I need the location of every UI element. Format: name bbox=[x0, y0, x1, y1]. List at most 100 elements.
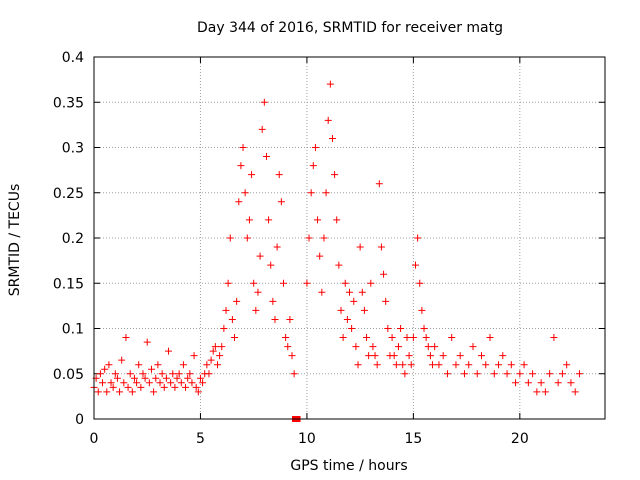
data-point bbox=[128, 388, 136, 396]
data-point bbox=[358, 288, 366, 296]
y-tick-label: 0.25 bbox=[53, 186, 84, 202]
data-point bbox=[305, 234, 313, 242]
data-point bbox=[288, 352, 296, 360]
y-tick-label: 0 bbox=[75, 412, 84, 428]
data-point bbox=[133, 379, 141, 387]
data-point bbox=[165, 347, 173, 355]
data-point bbox=[416, 279, 424, 287]
data-point bbox=[203, 361, 211, 369]
data-point bbox=[139, 370, 147, 378]
data-point bbox=[241, 189, 249, 197]
data-point bbox=[322, 189, 330, 197]
data-point bbox=[414, 234, 422, 242]
data-point bbox=[209, 347, 217, 355]
y-tick-label: 0.3 bbox=[62, 141, 84, 157]
data-point bbox=[116, 388, 124, 396]
data-point bbox=[337, 306, 345, 314]
data-point bbox=[188, 379, 196, 387]
data-point bbox=[152, 374, 160, 382]
data-point bbox=[456, 352, 464, 360]
data-point bbox=[194, 388, 202, 396]
y-tick-label: 0.35 bbox=[53, 95, 84, 111]
y-tick-label: 0.1 bbox=[62, 322, 84, 338]
data-point bbox=[412, 261, 420, 269]
data-point bbox=[311, 144, 319, 151]
data-point bbox=[222, 306, 230, 314]
data-point bbox=[331, 171, 339, 179]
data-point bbox=[490, 370, 498, 378]
data-point bbox=[107, 379, 115, 387]
data-point bbox=[130, 374, 138, 382]
data-point bbox=[126, 370, 134, 378]
grid-lines bbox=[94, 57, 605, 419]
data-point bbox=[218, 343, 226, 351]
data-point bbox=[460, 370, 468, 378]
data-point bbox=[405, 352, 413, 360]
data-point bbox=[267, 261, 275, 269]
data-point bbox=[503, 370, 511, 378]
data-point bbox=[339, 334, 347, 342]
data-point bbox=[233, 297, 241, 305]
data-point bbox=[363, 334, 371, 342]
data-point bbox=[431, 343, 439, 351]
data-point bbox=[245, 216, 253, 224]
data-point bbox=[422, 334, 430, 342]
data-point bbox=[248, 171, 256, 179]
data-point bbox=[316, 252, 324, 260]
data-point bbox=[401, 370, 409, 378]
data-point bbox=[369, 343, 377, 351]
x-tick-label: 0 bbox=[90, 431, 99, 447]
data-point bbox=[324, 116, 332, 124]
data-point bbox=[377, 243, 385, 251]
data-point bbox=[443, 370, 451, 378]
data-point bbox=[390, 352, 398, 360]
data-point bbox=[213, 361, 221, 369]
data-point bbox=[252, 306, 260, 314]
data-point bbox=[162, 374, 170, 382]
data-point bbox=[237, 162, 245, 170]
data-point bbox=[429, 361, 437, 369]
data-point bbox=[256, 252, 264, 260]
x-tick-label: 10 bbox=[298, 431, 316, 447]
data-point bbox=[141, 374, 149, 382]
scatter-series bbox=[90, 80, 583, 422]
data-point bbox=[516, 370, 524, 378]
data-point bbox=[399, 361, 407, 369]
data-point bbox=[333, 216, 341, 224]
data-point bbox=[571, 388, 579, 396]
data-point bbox=[273, 243, 281, 251]
data-point bbox=[277, 198, 285, 206]
data-point bbox=[473, 370, 481, 378]
y-tick-label: 0.2 bbox=[62, 231, 84, 247]
data-point bbox=[103, 388, 111, 396]
data-point bbox=[284, 343, 292, 351]
data-point bbox=[96, 370, 104, 378]
data-point bbox=[150, 388, 158, 396]
data-point bbox=[309, 162, 317, 170]
data-point bbox=[113, 374, 121, 382]
data-point bbox=[199, 379, 207, 387]
data-point bbox=[365, 352, 373, 360]
data-point bbox=[346, 288, 353, 296]
data-point bbox=[328, 134, 336, 142]
data-point bbox=[371, 352, 379, 360]
data-point bbox=[254, 288, 262, 296]
data-point bbox=[124, 383, 132, 391]
chart-title: Day 344 of 2016, SRMTID for receiver mat… bbox=[197, 20, 503, 36]
data-point bbox=[169, 370, 177, 378]
data-point bbox=[94, 388, 102, 396]
data-point bbox=[120, 379, 128, 387]
data-point bbox=[307, 189, 315, 197]
data-point bbox=[360, 306, 368, 314]
data-point bbox=[388, 334, 396, 342]
data-point bbox=[380, 270, 388, 278]
data-point bbox=[575, 370, 583, 378]
data-point bbox=[177, 379, 185, 387]
data-point bbox=[101, 365, 109, 373]
data-point bbox=[424, 343, 432, 351]
data-point bbox=[465, 361, 473, 369]
data-point bbox=[541, 388, 549, 396]
data-point bbox=[156, 379, 164, 387]
data-point bbox=[478, 352, 486, 360]
data-point bbox=[196, 374, 204, 382]
